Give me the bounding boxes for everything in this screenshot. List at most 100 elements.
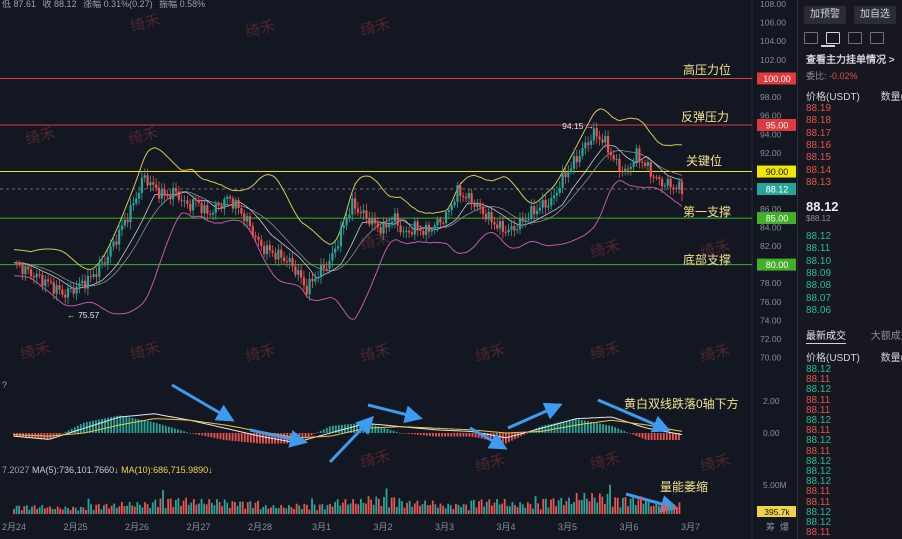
volume-bar (670, 502, 673, 514)
candle-body (78, 283, 81, 287)
volume-bar (61, 509, 64, 514)
ask-price-row[interactable]: 88.19 (806, 103, 832, 114)
macd-histogram-bar (423, 433, 425, 436)
volume-bar (534, 495, 537, 514)
trade-row[interactable]: 88.12 (806, 517, 832, 528)
volume-bar (341, 502, 344, 514)
candle-body (558, 188, 561, 193)
trade-row[interactable]: 88.12 (806, 455, 832, 467)
trade-row[interactable]: 88.12 (806, 435, 832, 447)
tab-latest-trades[interactable]: 最新成交 (806, 331, 846, 342)
macd-histogram-bar (617, 428, 620, 433)
ask-price-row[interactable]: 88.17 (806, 127, 832, 139)
col-price: 价格(USDT) (806, 92, 860, 103)
macd-histogram-bar (432, 433, 434, 437)
bid-price-row[interactable]: 88.07 (806, 292, 832, 304)
volume-bar (645, 500, 647, 514)
volume-ma10: MA(10):686,715.9890↓ (121, 465, 213, 475)
ask-price-row[interactable]: 88.18 (806, 115, 832, 127)
trade-row[interactable]: 88.12 (806, 506, 832, 518)
macd-histogram-bar (353, 423, 355, 433)
candle-body (189, 204, 192, 211)
candle-body (180, 199, 183, 201)
trade-row[interactable]: 88.11 (806, 374, 831, 386)
main-orders-link[interactable]: 查看主力挂单情况 > (806, 51, 895, 66)
candle-body (277, 249, 280, 260)
bollinger-mid (13, 150, 683, 287)
volume-bar (529, 503, 532, 514)
bid-price-row[interactable]: 88.08 (806, 280, 832, 292)
ask-price-row[interactable]: 88.15 (806, 152, 832, 164)
candle-body (172, 188, 175, 200)
trade-row[interactable]: 88.11 (806, 486, 831, 498)
bid-price-row[interactable]: 88.10 (806, 255, 832, 267)
volume-bar (629, 498, 632, 514)
macd-histogram-bar (201, 433, 204, 436)
macd-histogram-bar (544, 425, 547, 433)
volume-bar (452, 509, 455, 514)
candle-body (464, 196, 468, 199)
volume-bar (380, 506, 383, 514)
trade-row[interactable]: 88.11 (806, 445, 831, 457)
volume-bar (557, 500, 560, 514)
trade-row[interactable]: 88.11 (806, 394, 831, 406)
view-asks-icon[interactable] (848, 32, 862, 44)
trade-row[interactable]: 88.11 (806, 404, 831, 416)
price-tick-label: 86.00 (760, 204, 782, 214)
volume-bar (303, 503, 306, 514)
macd-histogram-bar (256, 433, 258, 444)
candle-body (183, 200, 186, 202)
trade-row[interactable]: 88.12 (806, 415, 832, 426)
volume-bar (131, 505, 134, 514)
volume-bar (431, 500, 434, 514)
trade-row[interactable]: 88.11 (806, 496, 831, 508)
macd-histogram-bar (644, 433, 647, 440)
volume-bar (159, 498, 162, 514)
chart-area[interactable]: 108.00 106.00 104.00 102.00 100.00 98.00 96.00… (0, 0, 796, 539)
macd-histogram-bar (429, 433, 431, 436)
volume-bar (13, 508, 15, 514)
bid-price-row[interactable]: 88.11 (806, 243, 831, 255)
macd-histogram-bar (453, 433, 456, 437)
candle-body (589, 140, 593, 145)
volume-bar (465, 504, 468, 514)
price-chart[interactable]: 108.00 106.00 104.00 102.00 100.00 98.00 96.00… (0, 0, 796, 539)
macd-histogram-bar (104, 418, 106, 433)
candle-body (575, 156, 578, 163)
candle-body (206, 205, 209, 214)
volume-bar (103, 505, 105, 514)
candle-body (29, 269, 33, 277)
bid-price-row[interactable]: 88.06 (806, 304, 832, 316)
add-alert-button[interactable]: 加预警 (804, 6, 846, 24)
candle-body (15, 262, 18, 264)
macd-histogram-bar (189, 433, 192, 434)
trade-row[interactable]: 88.11 (806, 425, 831, 437)
trade-row[interactable]: 88.12 (806, 476, 832, 488)
volume-bar (316, 510, 319, 514)
last-price-usd: $88.12 (806, 214, 831, 223)
volume-bar (308, 509, 311, 514)
bid-price-row[interactable]: 88.09 (806, 267, 832, 279)
add-favorite-button[interactable]: 加自选 (854, 6, 896, 24)
candle-body (570, 168, 573, 173)
macd-histogram-bar (474, 433, 477, 438)
bid-price-row[interactable]: 88.12 (806, 231, 832, 242)
candle-body (101, 262, 104, 264)
price-tick-label: 74.00 (760, 315, 782, 325)
trade-row[interactable]: 88.11 (806, 527, 831, 539)
macd-histogram-bar (447, 433, 450, 437)
ask-price-row[interactable]: 88.13 (806, 176, 832, 188)
macd-histogram-bar (322, 429, 325, 433)
trade-row[interactable]: 88.12 (806, 466, 832, 477)
view-both-icon[interactable] (804, 32, 818, 44)
view-bids-icon[interactable] (826, 32, 840, 44)
tab-big-trades[interactable]: 大额成交 (870, 331, 902, 342)
candle-body (578, 155, 581, 163)
trade-row[interactable]: 88.12 (806, 364, 832, 375)
trade-row[interactable]: 88.12 (806, 384, 832, 396)
candle-body (672, 187, 675, 189)
ask-price-row[interactable]: 88.14 (806, 164, 832, 176)
macd-histogram-bar (602, 424, 604, 433)
ask-price-row[interactable]: 88.16 (806, 139, 832, 151)
view-list-icon[interactable] (870, 32, 884, 44)
